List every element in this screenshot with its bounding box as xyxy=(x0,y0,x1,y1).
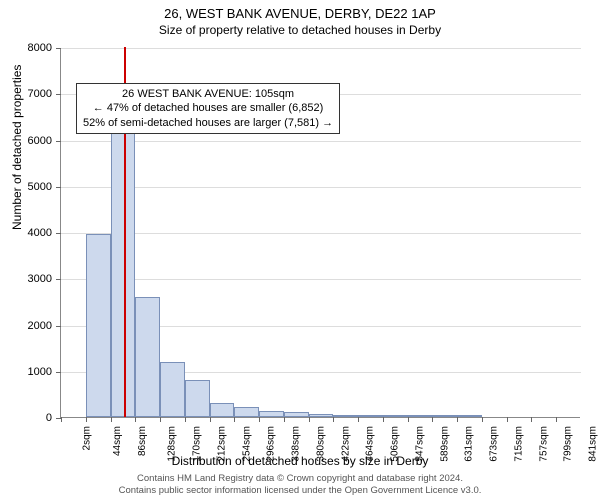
histogram-bar xyxy=(309,414,334,417)
y-tick-label: 3000 xyxy=(0,273,52,285)
histogram-bar xyxy=(210,403,235,417)
histogram-bar xyxy=(457,415,482,417)
histogram-bar xyxy=(284,412,309,417)
x-tick-label: 673sqm xyxy=(489,426,500,462)
x-tick-label: 86sqm xyxy=(137,426,148,456)
y-tick xyxy=(56,187,61,188)
x-tick-label: 296sqm xyxy=(266,426,277,462)
gridline xyxy=(61,141,581,142)
x-tick-label: 506sqm xyxy=(390,426,401,462)
x-tick xyxy=(160,417,161,422)
y-tick-label: 0 xyxy=(0,412,52,424)
histogram-bar xyxy=(135,297,160,417)
x-tick xyxy=(432,417,433,422)
histogram-bar xyxy=(383,415,408,417)
y-tick-label: 7000 xyxy=(0,88,52,100)
x-tick-label: 338sqm xyxy=(291,426,302,462)
x-tick-label: 170sqm xyxy=(192,426,203,462)
x-tick-label: 380sqm xyxy=(315,426,326,462)
x-tick-label: 757sqm xyxy=(538,426,549,462)
footer-attribution: Contains HM Land Registry data © Crown c… xyxy=(0,473,600,496)
x-tick xyxy=(457,417,458,422)
annotation-line: ← 47% of detached houses are smaller (6,… xyxy=(83,101,333,115)
y-tick xyxy=(56,372,61,373)
x-tick-label: 841sqm xyxy=(588,426,599,462)
x-tick-label: 547sqm xyxy=(414,426,425,462)
x-tick xyxy=(482,417,483,422)
x-tick xyxy=(259,417,260,422)
x-tick xyxy=(507,417,508,422)
chart-title-sub: Size of property relative to detached ho… xyxy=(0,21,600,37)
gridline xyxy=(61,233,581,234)
gridline xyxy=(61,187,581,188)
histogram-bar xyxy=(259,411,284,417)
y-tick xyxy=(56,326,61,327)
gridline xyxy=(61,48,581,49)
x-tick xyxy=(61,417,62,422)
y-tick-label: 2000 xyxy=(0,320,52,332)
annotation-line: 52% of semi-detached houses are larger (… xyxy=(83,116,333,130)
histogram-bar xyxy=(86,234,111,417)
histogram-bar xyxy=(358,415,383,417)
x-tick-label: 128sqm xyxy=(167,426,178,462)
x-tick-label: 44sqm xyxy=(112,426,123,456)
histogram-bar xyxy=(160,362,185,418)
x-tick-label: 422sqm xyxy=(340,426,351,462)
x-tick xyxy=(234,417,235,422)
x-tick xyxy=(309,417,310,422)
x-tick xyxy=(531,417,532,422)
x-tick xyxy=(333,417,334,422)
x-tick xyxy=(210,417,211,422)
y-tick-label: 5000 xyxy=(0,181,52,193)
y-tick xyxy=(56,48,61,49)
x-tick xyxy=(111,417,112,422)
x-tick-label: 254sqm xyxy=(241,426,252,462)
annotation-box: 26 WEST BANK AVENUE: 105sqm← 47% of deta… xyxy=(76,83,340,134)
y-tick xyxy=(56,141,61,142)
x-tick xyxy=(358,417,359,422)
x-tick-label: 799sqm xyxy=(563,426,574,462)
histogram-bar xyxy=(111,98,136,417)
annotation-line: 26 WEST BANK AVENUE: 105sqm xyxy=(83,87,333,101)
histogram-bar xyxy=(432,415,457,417)
histogram-bar xyxy=(185,380,210,417)
footer-line-2: Contains public sector information licen… xyxy=(0,485,600,496)
x-tick xyxy=(86,417,87,422)
x-tick-label: 212sqm xyxy=(216,426,227,462)
y-tick xyxy=(56,233,61,234)
y-tick xyxy=(56,94,61,95)
y-tick-label: 8000 xyxy=(0,42,52,54)
y-tick xyxy=(56,279,61,280)
x-tick xyxy=(556,417,557,422)
x-tick-label: 589sqm xyxy=(439,426,450,462)
histogram-bar xyxy=(408,415,433,417)
x-tick-label: 715sqm xyxy=(514,426,525,462)
gridline xyxy=(61,279,581,280)
histogram-bar xyxy=(234,407,259,417)
x-tick-label: 631sqm xyxy=(464,426,475,462)
x-tick-label: 464sqm xyxy=(365,426,376,462)
y-tick-label: 4000 xyxy=(0,227,52,239)
x-tick xyxy=(185,417,186,422)
footer-line-1: Contains HM Land Registry data © Crown c… xyxy=(0,473,600,484)
y-tick-label: 6000 xyxy=(0,135,52,147)
x-tick xyxy=(135,417,136,422)
x-tick xyxy=(383,417,384,422)
x-tick-label: 2sqm xyxy=(81,426,92,450)
chart-title-main: 26, WEST BANK AVENUE, DERBY, DE22 1AP xyxy=(0,0,600,21)
histogram-bar xyxy=(333,415,358,417)
x-tick xyxy=(284,417,285,422)
y-tick-label: 1000 xyxy=(0,366,52,378)
x-tick xyxy=(408,417,409,422)
